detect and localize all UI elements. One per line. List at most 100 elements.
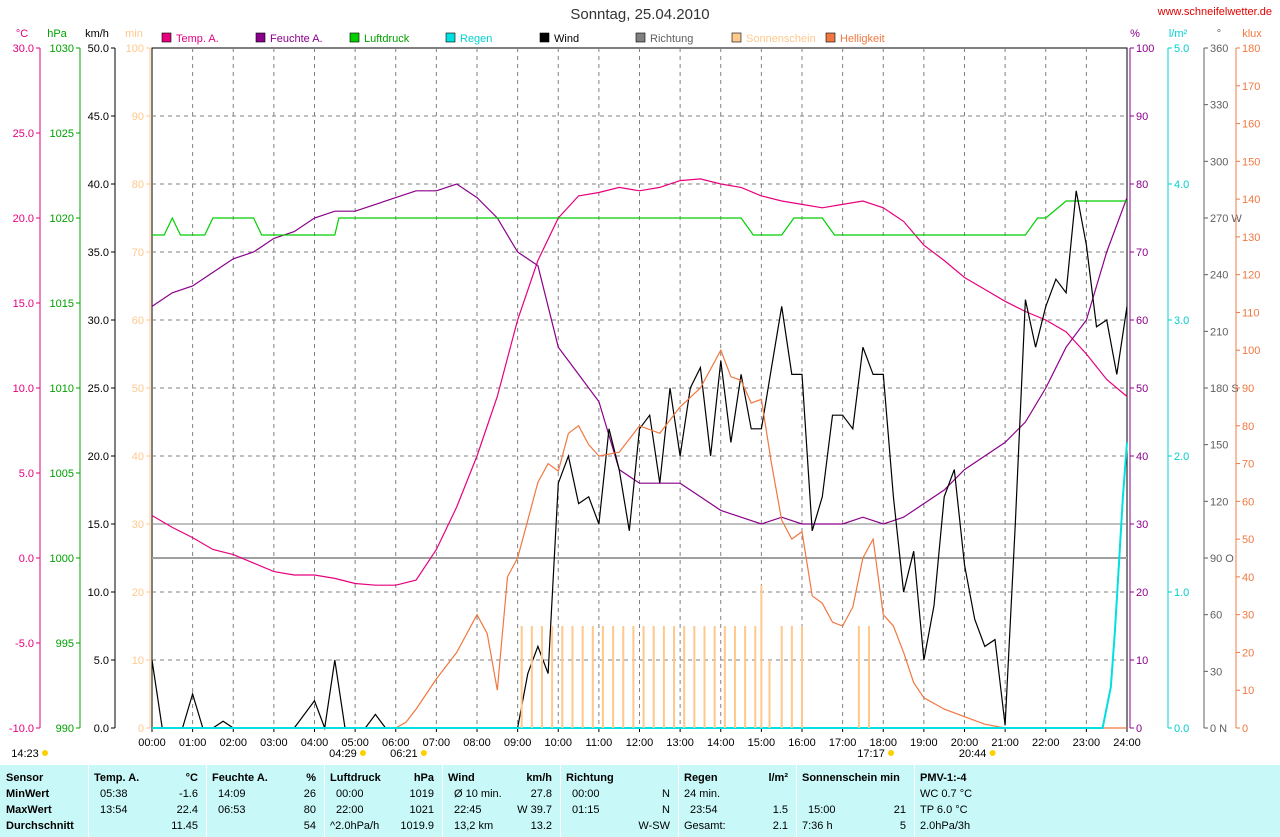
temp-c-tick-label: -10.0 (9, 723, 34, 735)
wind-mean-value: 13.2 (530, 820, 552, 832)
sun-column: Sonnenschein min 15:00 21 7:36 h 5 (796, 765, 915, 837)
humidity-max-time: 06:53 (218, 804, 246, 816)
pressure-hpa-tick-label: 1030 (50, 43, 74, 55)
sensor-header: Sensor (6, 772, 44, 784)
x-tick-label: 03:00 (260, 737, 288, 749)
legend-swatch (161, 32, 172, 43)
time-marker-label: 20:44 (959, 748, 987, 760)
bright-klux-tick-label: 110 (1242, 307, 1260, 319)
sun-min-tick-label: 100 (126, 43, 144, 55)
x-tick-label: 05:00 (341, 737, 369, 749)
direction-deg-tick-label: 210 (1210, 326, 1228, 338)
direction-min-time: 00:00 (572, 788, 600, 800)
temp-header: Temp. A. (94, 772, 140, 784)
pmv-pressure-trend: 2.0hPa/3h (920, 820, 971, 832)
legend-label: Richtung (650, 33, 693, 45)
wind-column: Wind km/h Ø 10 min. 27.8 22:45 W 39.7 13,2 … (442, 765, 561, 837)
temp-a-line (151, 178, 1128, 586)
legend-label: Luftdruck (364, 33, 410, 45)
sun-min-tick-label: 80 (132, 179, 144, 191)
sensor-column: Sensor MinWert MaxWert Durchschnitt (0, 765, 89, 837)
x-tick-label: 13:00 (666, 737, 694, 749)
temp-c-unit-label: °C (16, 28, 28, 40)
direction-column: Richtung 00:00 N 01:15 N W-SW (560, 765, 679, 837)
regen-line (152, 442, 1128, 729)
rain-lm2-tick-label: 0.0 (1174, 723, 1189, 735)
legend-swatch (445, 32, 456, 43)
sun-min-tick-label: 40 (132, 451, 144, 463)
sun-min-tick-label: 0 (138, 723, 144, 735)
x-tick-label: 06:00 (382, 737, 410, 749)
sun-max-time: 15:00 (808, 804, 836, 816)
sun-min-tick-label: 90 (132, 111, 144, 123)
direction-deg-tick-label: 0 N (1210, 723, 1227, 735)
wind-avg-value: 27.8 (530, 788, 552, 800)
pressure-max-value: 1021 (409, 804, 434, 816)
x-tick-label: 20:00 (951, 737, 979, 749)
pressure-column: Luftdruck hPa 00:00 1019 22:00 1021 ^2.0hPa… (324, 765, 443, 837)
bright-klux-tick-label: 20 (1242, 647, 1254, 659)
humidity-pct-tick-label: 40 (1136, 451, 1148, 463)
humidity-pct-tick-label: 20 (1136, 587, 1148, 599)
legend-swatch (255, 32, 266, 43)
pressure-min-value: 1019 (409, 788, 434, 800)
legend-label: Helligkeit (840, 33, 885, 45)
temp-c-tick-label: 20.0 (13, 213, 34, 225)
site-link[interactable]: www.schneifelwetter.de (1157, 6, 1272, 18)
wind-kmh-tick-label: 45.0 (88, 111, 109, 123)
pressure-avg-value: 1019.9 (400, 820, 434, 832)
humidity-pct-unit-label: % (1130, 28, 1140, 40)
temp-c-tick-label: -5.0 (15, 638, 34, 650)
direction-deg-tick-label: 300 (1210, 156, 1228, 168)
x-tick-label: 01:00 (179, 737, 207, 749)
x-tick-label: 19:00 (910, 737, 938, 749)
legend-label: Temp. A. (176, 33, 219, 45)
sun-marker-icon (359, 750, 366, 756)
wind-line (151, 190, 1128, 731)
x-tick-label: 18:00 (869, 737, 897, 749)
legend-label: Wind (554, 33, 579, 45)
legend-swatch (635, 32, 646, 43)
sun-min-tick-label: 30 (132, 519, 144, 531)
humidity-max-value: 80 (303, 804, 316, 816)
direction-deg-tick-label: 330 (1210, 100, 1228, 112)
wind-kmh-tick-label: 15.0 (88, 519, 109, 531)
bright-klux-tick-label: 90 (1242, 383, 1254, 395)
humidity-pct-tick-label: 0 (1136, 723, 1142, 735)
bright-klux-tick-label: 0 (1242, 723, 1248, 735)
direction-deg-tick-label: 180 S (1210, 383, 1239, 395)
rain-lm2-unit-label: l/m² (1169, 28, 1188, 40)
x-tick-label: 17:00 (829, 737, 857, 749)
bright-klux-tick-label: 100 (1242, 345, 1260, 357)
sun-min-tick-label: 10 (132, 655, 144, 667)
legend-swatch (731, 32, 742, 43)
pressure-unit: hPa (413, 772, 434, 784)
chart-title: Sonntag, 25.04.2010 (570, 6, 710, 23)
x-tick-label: 11:00 (586, 737, 613, 749)
rain-total-value: 2.1 (772, 820, 788, 832)
bright-klux-tick-label: 180 (1242, 43, 1260, 55)
luftdruck-line (152, 200, 1127, 236)
temp-c-tick-label: 30.0 (13, 43, 34, 55)
bright-klux-tick-label: 140 (1242, 194, 1260, 206)
temp-min-value: -1.6 (179, 788, 198, 800)
humidity-pct-tick-label: 100 (1136, 43, 1154, 55)
pressure-hpa-tick-label: 1015 (50, 298, 74, 310)
bright-klux-tick-label: 70 (1242, 459, 1254, 471)
pressure-header: Luftdruck (330, 772, 381, 784)
temp-c-tick-label: 15.0 (13, 298, 34, 310)
sun-max-value: 21 (893, 804, 906, 816)
wind-unit: km/h (526, 772, 552, 784)
time-marker-label: 06:21 (390, 748, 418, 760)
rain-lm2-tick-label: 2.0 (1174, 451, 1189, 463)
time-marker-label: 04:29 (329, 748, 357, 760)
direction-deg-tick-label: 30 (1210, 666, 1222, 678)
temp-avg-value: 11.45 (171, 820, 198, 832)
avg-label: Durchschnitt (6, 820, 74, 832)
pressure-hpa-tick-label: 1025 (50, 128, 74, 140)
rain-lm2-tick-label: 1.0 (1174, 587, 1189, 599)
min-label: MinWert (6, 788, 50, 800)
sun-marker-icon (420, 750, 427, 756)
bright-klux-tick-label: 80 (1242, 421, 1254, 433)
sun-header: Sonnenschein min (802, 772, 900, 784)
